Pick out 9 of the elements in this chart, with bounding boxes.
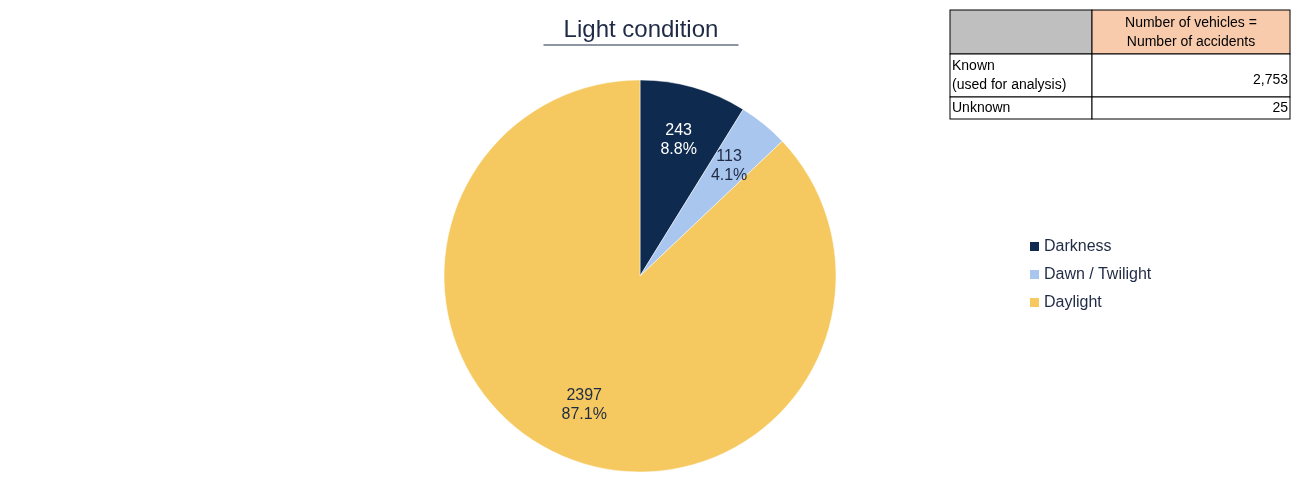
legend-label: Daylight bbox=[1044, 293, 1103, 311]
data-label: 2397 87.1% bbox=[561, 386, 607, 423]
pie-slice bbox=[443, 79, 837, 473]
legend-label: Dawn / Twilight bbox=[1044, 265, 1152, 283]
data-label: 113 4.1% bbox=[710, 147, 748, 184]
chart-title: Light condition bbox=[563, 15, 719, 43]
table-grid: Number of vehicles = Number of accidents Known (used for analysis) 2,753 Unknown 25 bbox=[949, 9, 1291, 120]
legend-label: Darkness bbox=[1044, 237, 1112, 255]
data-label: 243 8.8% bbox=[660, 120, 697, 158]
